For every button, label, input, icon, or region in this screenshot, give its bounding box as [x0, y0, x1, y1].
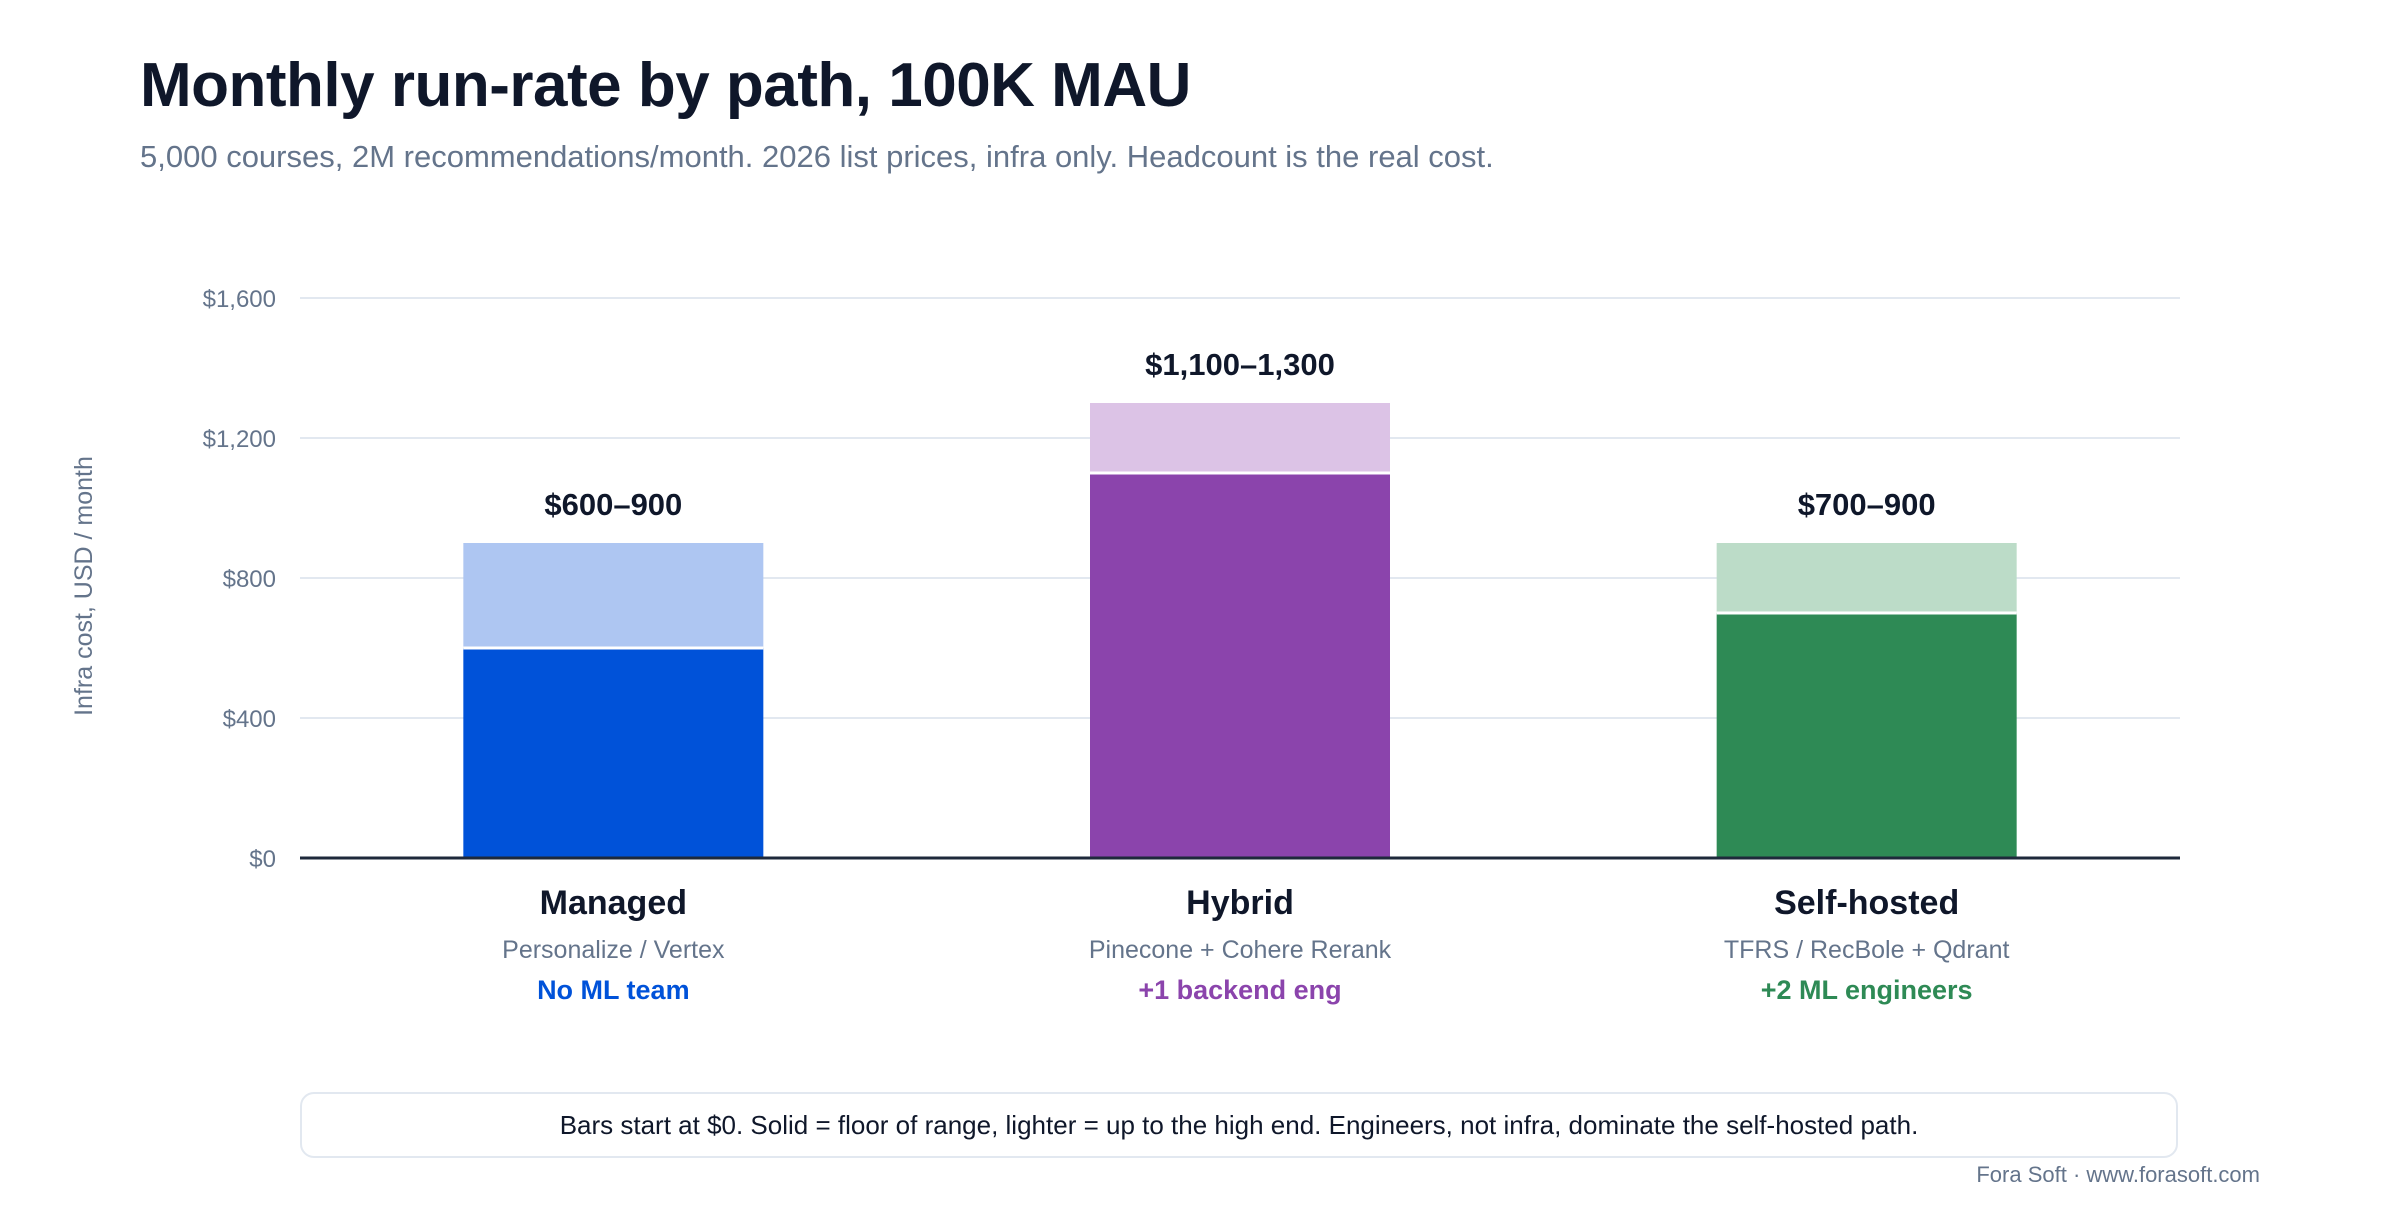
category-label: Managed	[540, 884, 687, 922]
source-credit: Fora Soft · www.forasoft.com	[1976, 1162, 2260, 1187]
chart-note: Bars start at $0. Solid = floor of range…	[300, 1092, 2178, 1158]
team-label: +2 ML engineers	[1761, 975, 1973, 1005]
bar-value-label: $600–900	[544, 487, 682, 522]
category-sublabel: Pinecone + Cohere Rerank	[1089, 936, 1392, 964]
y-tick-label: $800	[223, 566, 276, 593]
y-tick-label: $1,600	[203, 286, 276, 313]
bar-range-high	[1090, 403, 1390, 473]
chart-subtitle: 5,000 courses, 2M recommendations/month.…	[140, 139, 1494, 174]
y-tick-label: $0	[249, 846, 276, 873]
bar-range-high	[463, 543, 764, 648]
team-label: No ML team	[537, 975, 690, 1005]
chart-title: Monthly run-rate by path, 100K MAU	[140, 51, 1191, 120]
category-sublabel: TFRS / RecBole + Qdrant	[1724, 936, 2010, 964]
team-label: +1 backend eng	[1138, 975, 1341, 1005]
category-label: Hybrid	[1186, 884, 1294, 922]
category-label: Self-hosted	[1774, 884, 1959, 922]
bar-value-label: $1,100–1,300	[1145, 347, 1335, 382]
bar-chart: $0 $400 $800 $1,200 $1,600 Infra cost, USD / …	[70, 286, 2180, 1005]
y-tick-label: $400	[223, 706, 276, 733]
y-axis-title: Infra cost, USD / month	[70, 456, 98, 716]
bar-floor	[1716, 613, 2017, 858]
bar-floor	[1090, 473, 1390, 858]
y-tick-label: $1,200	[203, 426, 276, 453]
bar-value-label: $700–900	[1798, 487, 1936, 522]
bar-floor	[463, 648, 764, 858]
bar-range-high	[1716, 543, 2017, 613]
category-sublabel: Personalize / Vertex	[502, 936, 725, 964]
